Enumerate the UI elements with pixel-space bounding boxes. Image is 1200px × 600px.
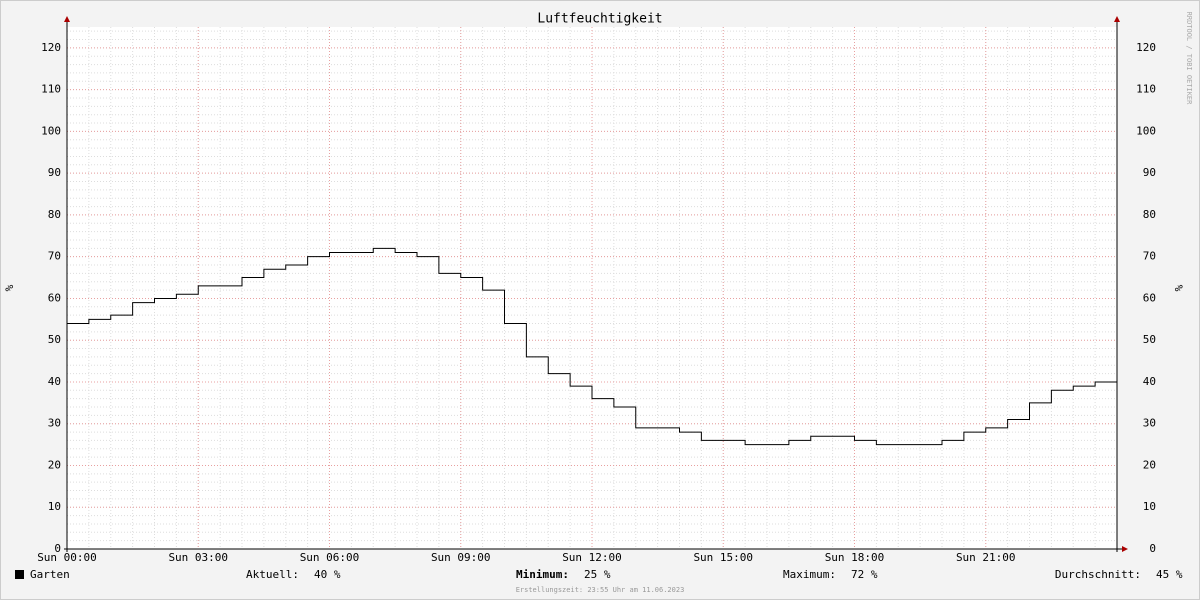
y2-tick-label: 30 <box>1143 417 1156 430</box>
y2-tick-label: 60 <box>1143 291 1156 304</box>
y-tick-label: 70 <box>48 250 61 263</box>
y2-tick-label: 120 <box>1136 41 1156 54</box>
x-tick-label: Sun 09:00 <box>431 551 491 564</box>
stat-value: 25 % <box>584 568 611 581</box>
y-tick-label: 10 <box>48 500 61 513</box>
y-tick-label: 50 <box>48 333 61 346</box>
legend-swatch <box>15 570 24 579</box>
y2-tick-label: 80 <box>1143 208 1156 221</box>
stat-value: 72 % <box>851 568 878 581</box>
x-tick-label: Sun 18:00 <box>825 551 885 564</box>
stat-value: 40 % <box>314 568 341 581</box>
x-tick-label: Sun 15:00 <box>693 551 753 564</box>
y-tick-label: 120 <box>41 41 61 54</box>
y-tick-label: 20 <box>48 458 61 471</box>
y-tick-label: 60 <box>48 291 61 304</box>
stat-value: 45 % <box>1156 568 1183 581</box>
y2-tick-label: 10 <box>1143 500 1156 513</box>
y2-tick-label: 20 <box>1143 458 1156 471</box>
y-tick-label: 90 <box>48 166 61 179</box>
y-tick-label: 40 <box>48 375 61 388</box>
axis-arrow <box>1114 16 1120 22</box>
axis-arrow <box>1122 546 1128 552</box>
stat-label: Minimum: <box>516 568 569 581</box>
legend-label: Garten <box>30 568 70 581</box>
footer: Erstellungszeit: 23:55 Uhr am 11.06.2023 <box>516 586 685 594</box>
y-tick-label: 0 <box>54 542 61 555</box>
chart-title: Luftfeuchtigkeit <box>537 12 662 27</box>
stat-label: Maximum: <box>783 568 836 581</box>
line <box>67 247 1117 446</box>
y-axis-label: % <box>3 284 16 291</box>
stat-label: Aktuell: <box>246 568 299 581</box>
x-tick-label: Sun 00:00 <box>37 551 97 564</box>
y-tick-label: 80 <box>48 208 61 221</box>
y2-tick-label: 0 <box>1149 542 1156 555</box>
y2-tick-label: 50 <box>1143 333 1156 346</box>
y2-tick-label: 90 <box>1143 166 1156 179</box>
x-tick-label: Sun 03:00 <box>168 551 228 564</box>
x-tick-label: Sun 21:00 <box>956 551 1016 564</box>
y2-tick-label: 70 <box>1143 250 1156 263</box>
y-tick-label: 100 <box>41 124 61 137</box>
y2-tick-label: 40 <box>1143 375 1156 388</box>
x-tick-label: Sun 12:00 <box>562 551 622 564</box>
y-tick-label: 30 <box>48 417 61 430</box>
x-tick-label: Sun 06:00 <box>300 551 360 564</box>
stat-label: Durchschnitt: <box>1055 568 1141 581</box>
y2-tick-label: 100 <box>1136 124 1156 137</box>
y2-tick-label: 110 <box>1136 83 1156 96</box>
watermark: RRDTOOL / TOBI OETIKER <box>1185 12 1193 106</box>
axis-arrow <box>64 16 70 22</box>
y-tick-label: 110 <box>41 83 61 96</box>
y2-axis-label: % <box>1172 285 1185 292</box>
